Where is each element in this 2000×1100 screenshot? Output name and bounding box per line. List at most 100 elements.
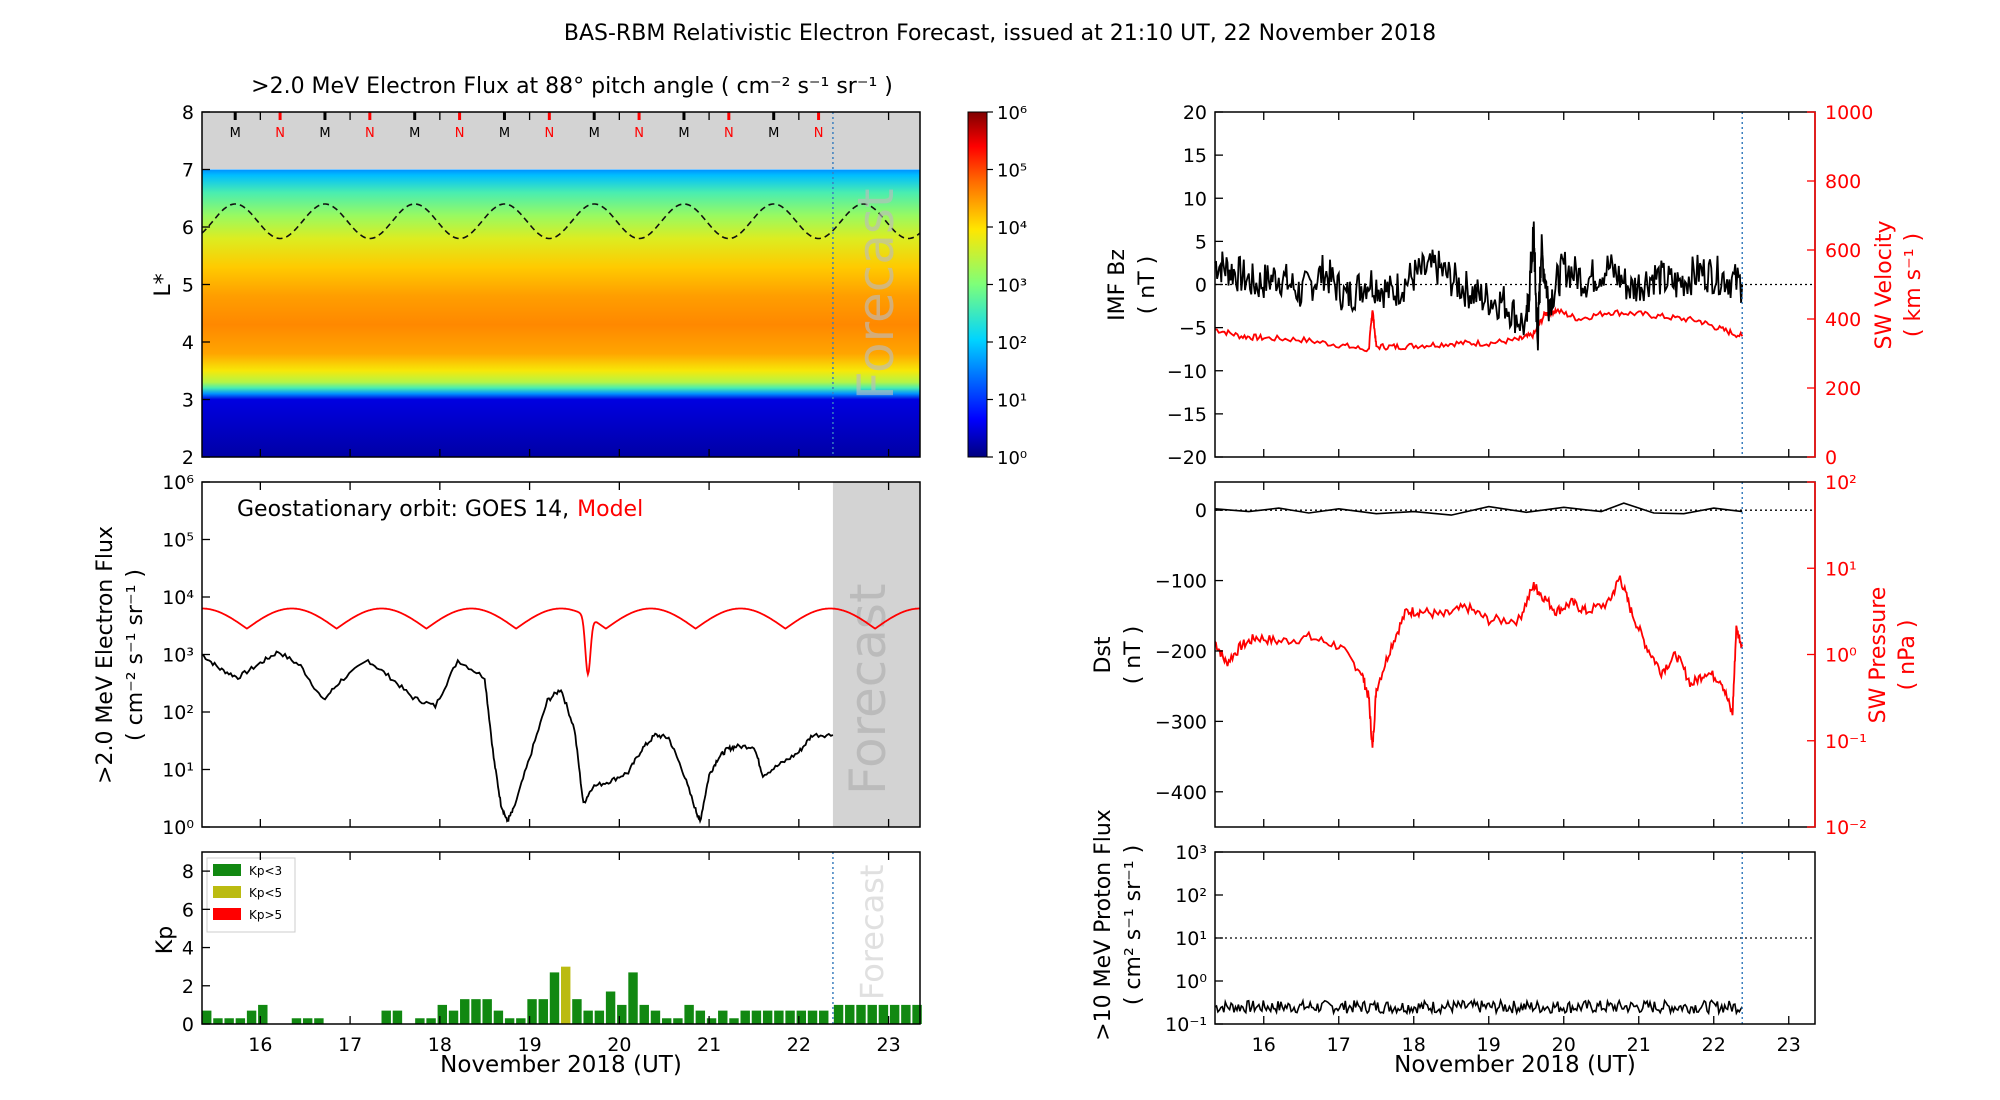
colorbar-tick-label: 10² (997, 333, 1027, 354)
mlt-marker-label: M (319, 126, 330, 141)
colorbar-tick-label: 10⁰ (997, 448, 1027, 469)
x-tick-label: 22 (787, 1034, 811, 1056)
mlt-marker-label: N (634, 126, 644, 141)
y-tick-label: 10⁴ (162, 587, 194, 609)
y-tick-label: 20 (1183, 102, 1207, 124)
dst-ylabel-units: ( nT ) (1121, 626, 1146, 685)
x-tick-label: 19 (517, 1034, 541, 1056)
kp-bar (538, 999, 548, 1024)
model-line (202, 607, 920, 678)
y-tick-label: 2 (182, 447, 194, 469)
x-tick-label: 23 (876, 1034, 900, 1056)
proton-panel: 10⁻¹ 10⁰ 10¹ 10² 10³ 16 17 18 19 20 21 22 23 >10 Me… (1091, 809, 1816, 1078)
sw-pressure-ylabel: SW Pressure (1866, 587, 1891, 724)
y-tick-label: −100 (1155, 571, 1207, 593)
y-tick-label: 10 (1183, 188, 1207, 210)
kp-bar (605, 991, 616, 1024)
y-tick-label: 8 (182, 102, 194, 124)
y-tick-label: 10⁻¹ (1165, 1014, 1207, 1036)
kp-bar (415, 1018, 425, 1024)
kp-legend-swatch (213, 908, 241, 920)
dst-x-axis (1263, 482, 1790, 827)
kp-forecast-bar (889, 1004, 900, 1024)
kp-bar (516, 1018, 526, 1024)
kp-bar (583, 1010, 593, 1024)
y-tick-label: 10⁻² (1825, 817, 1867, 839)
kp-legend-label: Kp>5 (249, 908, 282, 922)
kp-legend: Kp<3 Kp<5 Kp>5 (206, 857, 296, 933)
kp-bar (437, 1004, 448, 1024)
kp-forecast-bar (833, 1004, 844, 1024)
y-tick-label: −10 (1167, 361, 1207, 383)
kp-bar (639, 1004, 649, 1024)
y-tick-label: 2 (182, 976, 194, 998)
kp-xlabel: November 2018 (UT) (440, 1052, 682, 1078)
y-tick-label: 0 (1825, 447, 1837, 469)
x-tick-label: 20 (1552, 1034, 1576, 1056)
mlt-marker-label: N (544, 126, 554, 141)
kp-bar (504, 1018, 515, 1024)
sw-velocity-line (1214, 306, 1744, 353)
kp-bar (785, 1010, 795, 1024)
kp-x-axis: 16 17 18 19 20 21 22 23 (248, 852, 901, 1056)
y-tick-label: 6 (182, 217, 194, 239)
geo-flux-frame (201, 481, 921, 828)
mlt-marker-label: N (275, 126, 285, 141)
x-tick-label: 21 (1627, 1034, 1651, 1056)
kp-bar (572, 999, 582, 1024)
flux-map-x-axis (259, 112, 890, 457)
flux-map-panel: >2.0 MeV Electron Flux at 88° pitch angl… (151, 74, 1027, 469)
x-tick-label: 23 (1777, 1034, 1801, 1056)
mlt-marker-label: N (365, 126, 375, 141)
y-tick-label: 8 (182, 861, 194, 883)
mlt-marker-label: M (409, 126, 420, 141)
kp-bar (224, 1018, 234, 1024)
y-tick-label: 6 (182, 899, 194, 921)
x-tick-label: 17 (1327, 1034, 1351, 1056)
y-tick-label: 10⁰ (1175, 971, 1207, 993)
y-tick-label: 10¹ (1175, 928, 1207, 950)
proton-ylabel-units: ( cm² s⁻¹ sr⁻¹ ) (1121, 845, 1146, 1005)
mlt-marker-label: M (499, 126, 510, 141)
sw-pressure-ylabel-units: ( nPa ) (1895, 620, 1920, 691)
y-tick-label: 10⁰ (162, 817, 194, 839)
kp-forecast-bar (878, 1004, 889, 1024)
imf-bz-line (1214, 221, 1744, 351)
kp-bar (673, 1018, 683, 1024)
kp-bar (561, 966, 571, 1024)
kp-bar (650, 1010, 661, 1024)
kp-bar (493, 1010, 504, 1024)
kp-bar (291, 1018, 302, 1024)
kp-bar (628, 972, 638, 1024)
colorbar-tick-label: 10³ (997, 276, 1027, 297)
kp-bar (594, 1010, 605, 1024)
kp-bar (729, 1018, 739, 1024)
y-tick-label: 10⁶ (162, 472, 194, 494)
kp-bar (314, 1018, 324, 1024)
geo-flux-panel: Forecast Geostationary orbit: GOES 14, Mo… (93, 472, 921, 839)
geo-flux-y-axis: 10⁰ 10¹ 10² 10³ 10⁴ 10⁵ 10⁶ (162, 472, 210, 839)
x-tick-label: 17 (338, 1034, 362, 1056)
kp-frame (201, 851, 921, 1025)
x-tick-label: 16 (1252, 1034, 1276, 1056)
y-tick-label: −200 (1155, 641, 1207, 663)
proton-ylabel: >10 MeV Proton Flux (1091, 809, 1116, 1041)
imf-y-axis-right: 0 200 400 600 800 1000 (1807, 102, 1873, 469)
y-tick-label: −400 (1155, 782, 1207, 804)
y-tick-label: −15 (1167, 404, 1207, 426)
kp-bar (796, 1010, 807, 1024)
x-tick-label: 18 (1402, 1034, 1426, 1056)
mlt-marker-label: N (724, 126, 734, 141)
kp-bar (302, 1018, 313, 1024)
y-tick-label: 3 (182, 390, 194, 412)
sw-velocity-ylabel-units: ( km s⁻¹ ) (1901, 233, 1926, 337)
kp-bar (392, 1010, 403, 1024)
kp-bar (213, 1018, 223, 1024)
y-tick-label: 10¹ (162, 760, 194, 782)
y-tick-label: 10⁵ (162, 530, 194, 552)
geo-flux-ylabel-units: ( cm⁻² s⁻¹ sr⁻¹ ) (123, 569, 148, 741)
colorbar-tick-label: 10⁶ (997, 103, 1027, 124)
colorbar-tick-label: 10¹ (997, 391, 1027, 412)
imf-ylabel: IMF Bz (1105, 249, 1130, 321)
